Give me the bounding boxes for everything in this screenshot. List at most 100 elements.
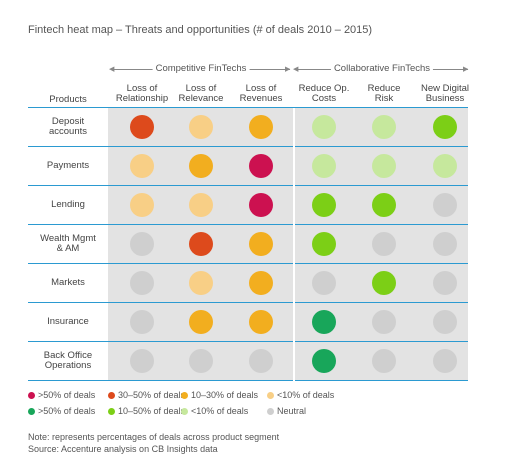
heatmap-cell-dot: [189, 349, 213, 373]
row-label: Lending: [28, 186, 108, 224]
column-header: Loss of Revenues: [231, 84, 291, 104]
legend-label: <10% of deals: [277, 390, 335, 400]
column-header-line2: Relevance: [178, 93, 224, 104]
row-label: Back Office Operations: [28, 342, 108, 380]
heatmap-cell-dot: [249, 232, 273, 256]
collaborative-group-label: Collaborative FinTechs: [330, 63, 434, 74]
row-separator: [28, 146, 468, 147]
legend-label: >50% of deals: [38, 406, 96, 416]
column-header-line1: Loss of: [245, 83, 277, 94]
column-header-line2: Risk: [374, 93, 394, 104]
row-background: [108, 108, 468, 146]
heatmap-cell-dot: [249, 349, 273, 373]
heatmap-cell-dot: [189, 232, 213, 256]
competitive-arrow-right-icon: ▶: [285, 66, 291, 73]
legend-swatch: [267, 391, 274, 399]
row-separator: [28, 185, 468, 186]
heatmap-cell-dot: [249, 193, 273, 217]
heatmap-cell-dot: [312, 154, 336, 178]
row-background: [108, 225, 468, 263]
column-header: Loss of Relevance: [171, 84, 231, 104]
row-label: Wealth Mgmt & AM: [28, 225, 108, 263]
heatmap-cell-dot: [372, 193, 396, 217]
legend-label: 30–50% of deals: [118, 390, 186, 400]
legend-label: >50% of deals: [38, 390, 96, 400]
heatmap-cell-dot: [249, 271, 273, 295]
row-separator: [28, 302, 468, 303]
legend-swatch: [181, 391, 188, 399]
column-header: Loss of Relationship: [112, 84, 172, 104]
legend-label: Neutral: [277, 406, 307, 416]
products-header: Products: [49, 94, 87, 105]
row-label-line1: Deposit: [51, 116, 85, 127]
legend-label: 10–50% of deals: [118, 406, 186, 416]
row-label-text: Lending: [51, 200, 85, 210]
row-label-line2: Operations: [44, 360, 92, 371]
row-label: Insurance: [28, 303, 108, 341]
row-label-line2: accounts: [48, 126, 88, 137]
row-label-text: Payments: [47, 161, 89, 171]
column-header-line2: Revenues: [239, 93, 283, 104]
heatmap-cell-dot: [189, 115, 213, 139]
heatmap-cell-dot: [249, 115, 273, 139]
heatmap-cell-dot: [130, 115, 154, 139]
row-label: Deposit accounts: [28, 108, 108, 146]
row-separator: [28, 107, 468, 108]
legend-swatch: [28, 391, 35, 399]
row-label-text: Deposit accounts: [49, 117, 87, 137]
collaborative-arrow-right-icon: ▶: [463, 66, 469, 73]
legend-swatch: [108, 391, 115, 399]
heatmap-cell-dot: [312, 349, 336, 373]
heatmap-cell-dot: [130, 232, 154, 256]
source-text: Source: Accenture analysis on CB Insight…: [28, 444, 218, 454]
competitive-group-label: Competitive FinTechs: [152, 63, 250, 74]
row-label-line1: Insurance: [47, 316, 89, 327]
row-label-line1: Back Office: [43, 350, 93, 361]
heatmap-cell-dot: [372, 349, 396, 373]
legend-swatch: [181, 407, 188, 415]
row-label-line1: Wealth Mgmt: [40, 233, 96, 244]
column-header-line1: Reduce: [367, 83, 401, 94]
legend-item: 10–50% of deals: [108, 406, 185, 416]
column-header: Reduce Op. Costs: [294, 84, 354, 104]
legend-item: >50% of deals: [28, 406, 95, 416]
heatmap-cell-dot: [312, 271, 336, 295]
heatmap-cell-dot: [249, 310, 273, 334]
legend-label: <10% of deals: [191, 406, 249, 416]
column-header-line1: Loss of: [185, 83, 217, 94]
row-label-text: Wealth Mgmt & AM: [40, 234, 96, 254]
column-header: New Digital Business: [415, 84, 475, 104]
heatmap-cell-dot: [372, 232, 396, 256]
heatmap-cell-dot: [433, 349, 457, 373]
heatmap-cell-dot: [372, 310, 396, 334]
legend-item: 10–30% of deals: [181, 390, 258, 400]
heatmap-cell-dot: [189, 193, 213, 217]
row-background: [108, 264, 468, 302]
row-separator: [28, 224, 468, 225]
row-label-text: Insurance: [47, 317, 89, 327]
legend-label: 10–30% of deals: [191, 390, 259, 400]
column-header-line1: New Digital: [420, 83, 470, 94]
note-text: Note: represents percentages of deals ac…: [28, 432, 280, 442]
row-label-text: Back Office Operations: [44, 351, 92, 371]
heatmap-cell-dot: [372, 154, 396, 178]
legend-swatch: [108, 407, 115, 415]
heatmap-cell-dot: [249, 154, 273, 178]
legend-item: Neutral: [267, 406, 306, 416]
legend-swatch: [28, 407, 35, 415]
heatmap-cell-dot: [433, 310, 457, 334]
heatmap-cell-dot: [130, 271, 154, 295]
heatmap-cell-dot: [312, 115, 336, 139]
heatmap-cell-dot: [372, 115, 396, 139]
legend-item: <10% of deals: [181, 406, 248, 416]
heatmap-cell-dot: [433, 193, 457, 217]
heatmap-cell-dot: [189, 271, 213, 295]
row-separator: [28, 341, 468, 342]
row-label-line1: Lending: [51, 199, 85, 210]
row-separator: [28, 263, 468, 264]
heatmap-cell-dot: [130, 193, 154, 217]
row-background: [108, 186, 468, 224]
legend-swatch: [267, 407, 274, 415]
chart-title: Fintech heat map – Threats and opportuni…: [28, 24, 373, 36]
row-background: [108, 342, 468, 380]
